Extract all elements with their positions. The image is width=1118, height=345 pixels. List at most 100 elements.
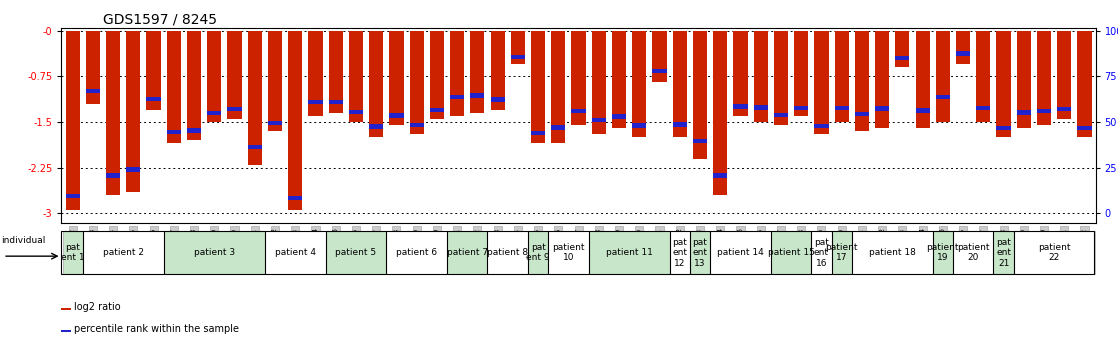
Bar — [632, 124, 646, 128]
Bar — [126, 167, 141, 171]
Bar — [814, 124, 828, 128]
Text: patient 6: patient 6 — [396, 248, 437, 257]
Bar — [673, 122, 686, 127]
Bar — [268, 31, 282, 131]
Bar — [1038, 109, 1051, 113]
Bar — [309, 31, 323, 116]
Bar — [61, 330, 70, 332]
Bar — [86, 89, 100, 93]
Bar — [612, 114, 626, 119]
Bar — [896, 56, 909, 60]
Bar — [83, 231, 163, 274]
Bar — [571, 31, 586, 125]
Bar — [329, 31, 343, 113]
Bar — [66, 31, 79, 210]
Bar — [1016, 110, 1031, 115]
Bar — [389, 114, 404, 118]
Bar — [187, 128, 201, 132]
Bar — [733, 31, 748, 116]
Bar — [834, 106, 849, 110]
Bar — [571, 109, 586, 113]
Text: patient 7: patient 7 — [447, 248, 487, 257]
Bar — [429, 31, 444, 119]
Text: individual: individual — [1, 236, 46, 245]
Bar — [447, 231, 487, 274]
Bar — [167, 130, 181, 134]
Text: log2 ratio: log2 ratio — [74, 302, 120, 312]
Bar — [832, 231, 852, 274]
Bar — [349, 31, 363, 122]
Bar — [389, 31, 404, 125]
Bar — [996, 126, 1011, 130]
Bar — [693, 31, 707, 159]
Bar — [774, 31, 788, 125]
Bar — [690, 231, 710, 274]
Bar — [875, 107, 889, 111]
Bar — [511, 31, 525, 64]
Text: patient 15: patient 15 — [768, 248, 815, 257]
Bar — [528, 231, 548, 274]
Bar — [487, 231, 528, 274]
Text: percentile rank within the sample: percentile rank within the sample — [74, 324, 238, 334]
Bar — [451, 31, 464, 116]
Bar — [163, 231, 265, 274]
Bar — [248, 145, 262, 149]
Bar — [1058, 107, 1071, 111]
Bar — [167, 31, 181, 143]
Bar — [855, 112, 869, 116]
Bar — [693, 139, 707, 143]
Bar — [551, 126, 566, 130]
Bar — [409, 123, 424, 127]
Bar — [369, 125, 383, 129]
Bar — [146, 31, 161, 110]
Bar — [733, 105, 748, 109]
Bar — [710, 231, 770, 274]
Bar — [268, 121, 282, 125]
Bar — [936, 31, 950, 122]
Bar — [653, 69, 666, 73]
Bar — [265, 231, 325, 274]
Text: patient
10: patient 10 — [552, 243, 585, 263]
Bar — [814, 31, 828, 134]
Bar — [875, 31, 889, 128]
Bar — [916, 31, 930, 128]
Text: patient
22: patient 22 — [1038, 243, 1070, 263]
Bar — [63, 231, 83, 274]
Bar — [774, 112, 788, 117]
Bar — [61, 308, 70, 309]
Bar — [936, 95, 950, 99]
Bar — [1078, 126, 1091, 130]
Bar — [976, 31, 991, 122]
Bar — [531, 131, 546, 135]
Text: patient 5: patient 5 — [335, 248, 377, 257]
Bar — [126, 31, 141, 192]
Bar — [754, 105, 768, 109]
Bar — [896, 31, 909, 67]
Bar — [855, 31, 869, 131]
Bar — [1058, 31, 1071, 119]
Bar — [794, 31, 808, 116]
Text: patient
20: patient 20 — [957, 243, 989, 263]
Bar — [632, 31, 646, 137]
Bar — [288, 196, 302, 200]
Bar — [953, 231, 994, 274]
Text: pat
ent 9: pat ent 9 — [527, 243, 550, 263]
Bar — [409, 31, 424, 134]
Text: patient 11: patient 11 — [606, 248, 653, 257]
Text: patient 8: patient 8 — [487, 248, 529, 257]
Text: patient 2: patient 2 — [103, 248, 144, 257]
Text: GDS1597 / 8245: GDS1597 / 8245 — [103, 12, 217, 27]
Bar — [187, 31, 201, 140]
Text: pat
ent
16: pat ent 16 — [814, 238, 828, 268]
Bar — [670, 231, 690, 274]
Bar — [207, 31, 221, 122]
Bar — [146, 97, 161, 101]
Bar — [916, 108, 930, 113]
Bar — [429, 108, 444, 112]
Bar — [1078, 31, 1091, 137]
Bar — [471, 93, 484, 98]
Bar — [471, 31, 484, 113]
Text: patient
17: patient 17 — [825, 243, 858, 263]
Text: patient 4: patient 4 — [275, 248, 315, 257]
Bar — [106, 31, 120, 195]
